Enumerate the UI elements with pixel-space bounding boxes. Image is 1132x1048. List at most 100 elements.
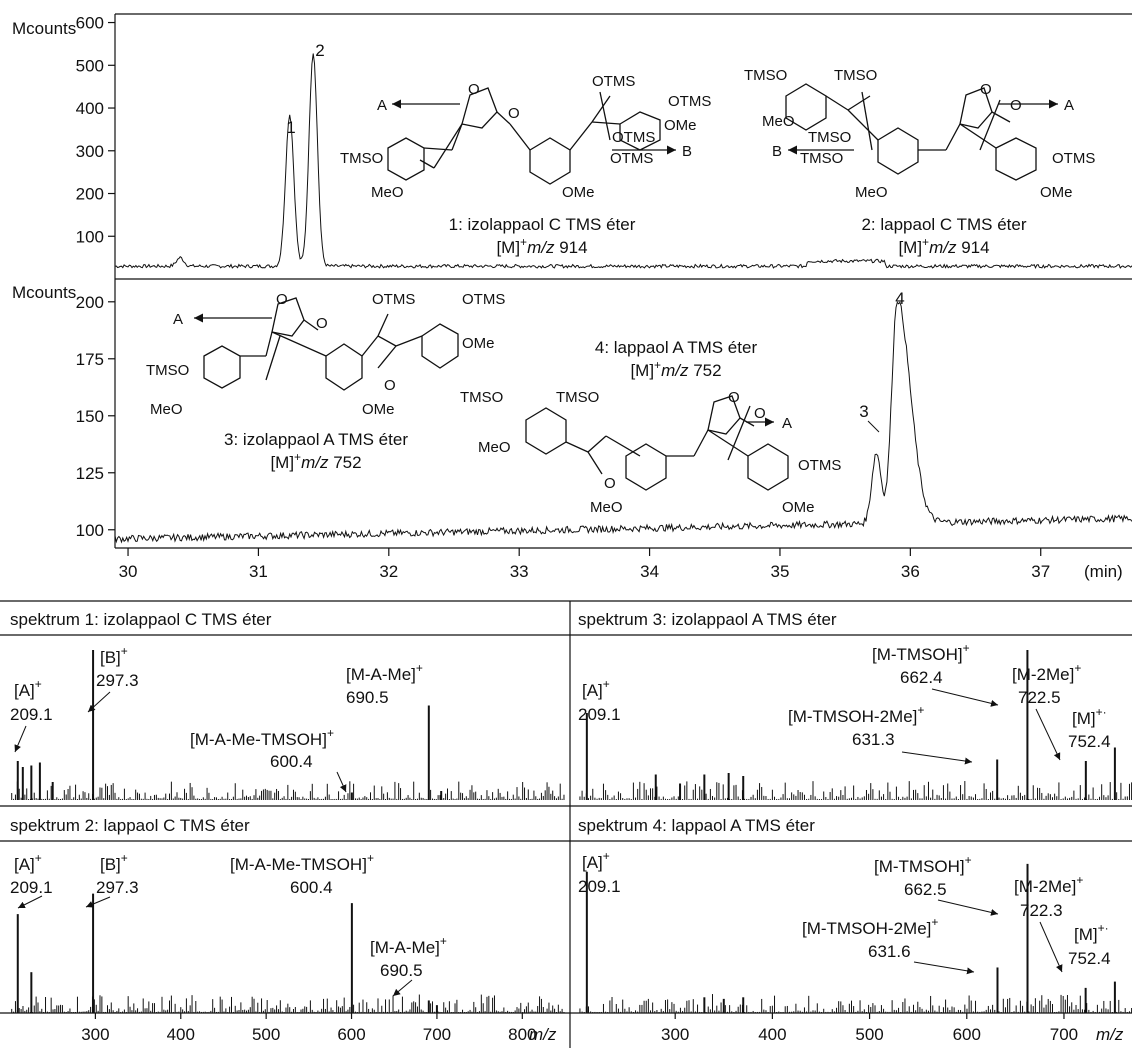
spectrum-xlabel: m/z [529,1025,557,1044]
svg-text:OMe: OMe [462,335,495,352]
structure-3-labels: A TMSO MeO O O OTMS OTMS OMe O OMe [146,291,505,418]
top-y-tick-label: 200 [76,185,104,204]
bottom-panel-y-ticks: 100 125 150 175 200 [76,293,115,540]
svg-text:[M]+m/z 752: [M]+m/z 752 [270,450,361,472]
svg-text:1: izolappaol C TMS éter: 1: izolappaol C TMS éter [449,215,636,234]
svg-text:A: A [377,97,387,114]
svg-text:[M]+m/z 914: [M]+m/z 914 [496,235,587,257]
top-y-tick-label: 500 [76,56,104,75]
svg-text:662.4: 662.4 [900,668,943,687]
x-tick-label: 34 [640,562,659,581]
svg-text:TMSO: TMSO [340,150,383,167]
svg-text:[M]+m/z 914: [M]+m/z 914 [898,235,989,257]
svg-text:662.5: 662.5 [904,880,947,899]
spectra-grid [0,600,1132,1048]
bottom-y-tick-label: 100 [76,521,104,540]
svg-text:OMe: OMe [1040,184,1073,201]
spectrum-1-peaks [11,650,565,800]
svg-text:A: A [1064,97,1074,114]
peak-3-leader [867,420,880,433]
svg-text:[M-TMSOH-2Me]+: [M-TMSOH-2Me]+ [788,703,924,726]
svg-text:OTMS: OTMS [798,457,841,474]
bottom-panel-ylabel: Mcounts [12,283,76,302]
structure-4-labels: TMSO TMSO MeO O MeO O O A OTMS OMe [460,389,841,516]
svg-text:722.3: 722.3 [1020,901,1063,920]
svg-text:B: B [682,143,692,160]
x-tick-label: 37 [1031,562,1050,581]
spectrum-1-annotations: [A]+ 209.1 [B]+ 297.3 [M-A-Me-TMSOH]+ 60… [10,644,423,793]
chromatogram-x-ticks: 30 31 32 33 34 35 36 37 [119,548,1050,581]
svg-text:752.4: 752.4 [1068,949,1111,968]
svg-text:TMSO: TMSO [146,362,189,379]
spectrum-2-peaks [11,893,565,1013]
x-tick-label: 35 [771,562,790,581]
svg-text:O: O [754,405,766,422]
svg-text:[M]+m/z 752: [M]+m/z 752 [630,358,721,380]
svg-text:O: O [604,475,616,492]
svg-text:[A]+: [A]+ [14,677,42,700]
svg-text:TMSO: TMSO [808,129,851,146]
svg-text:[B]+: [B]+ [100,851,128,874]
spectrum-x-tick-label: 400 [167,1025,195,1044]
svg-text:O: O [316,315,328,332]
spectrum-1-title: spektrum 1: izolappaol C TMS éter [10,610,272,629]
svg-text:4: lappaol A TMS éter: 4: lappaol A TMS éter [595,338,758,357]
svg-text:209.1: 209.1 [10,878,53,897]
svg-text:[M-TMSOH]+: [M-TMSOH]+ [872,641,970,664]
structure-3 [194,297,459,391]
spectrum-4-annotations: [A]+ 209.1 [M-TMSOH]+ 662.5 [M-2Me]+ 722… [578,849,1111,975]
compound-caption-2: 2: lappaol C TMS éter [M]+m/z 914 [861,215,1026,257]
spectrum-x-tick-label: 400 [758,1025,786,1044]
svg-text:[A]+: [A]+ [582,677,610,700]
spectrum-3-title: spektrum 3: izolappaol A TMS éter [578,610,837,629]
bottom-y-tick-label: 175 [76,350,104,369]
svg-text:OMe: OMe [664,117,697,134]
top-y-tick-label: 100 [76,227,104,246]
svg-text:3: izolappaol A TMS éter: 3: izolappaol A TMS éter [224,430,408,449]
spectrum-x-tick-label: 300 [661,1025,689,1044]
peak-label-2: 2 [315,41,324,60]
svg-text:OMe: OMe [782,499,815,516]
structure-4 [525,395,789,491]
svg-text:209.1: 209.1 [578,877,621,896]
spectrum-2-title: spektrum 2: lappaol C TMS éter [10,816,250,835]
spectrum-x-tick-label: 700 [423,1025,451,1044]
bottom-y-tick-label: 200 [76,293,104,312]
svg-text:MeO: MeO [855,184,888,201]
peak-label-3: 3 [859,402,868,421]
svg-text:[M-2Me]+: [M-2Me]+ [1012,661,1081,684]
peak-label-4: 4 [895,289,904,308]
svg-text:OTMS: OTMS [372,291,415,308]
svg-text:OTMS: OTMS [612,129,655,146]
bottom-y-tick-label: 125 [76,464,104,483]
svg-text:MeO: MeO [762,113,795,130]
svg-text:[M-TMSOH-2Me]+: [M-TMSOH-2Me]+ [802,915,938,938]
spectrum-4-peaks [579,863,1132,1013]
svg-text:B: B [772,143,782,160]
svg-text:752.4: 752.4 [1068,732,1111,751]
svg-text:[M-A-Me]+: [M-A-Me]+ [370,934,447,957]
top-y-tick-label: 400 [76,99,104,118]
svg-text:2: lappaol C TMS éter: 2: lappaol C TMS éter [861,215,1026,234]
svg-text:209.1: 209.1 [10,705,53,724]
bottom-panel-trace [114,301,1132,544]
svg-text:[A]+: [A]+ [14,851,42,874]
svg-text:631.3: 631.3 [852,730,895,749]
svg-text:OTMS: OTMS [1052,150,1095,167]
svg-text:MeO: MeO [590,499,623,516]
top-panel-trace [114,53,1132,270]
structure-1 [387,87,676,185]
structure-2-labels: TMSO TMSO MeO TMSO B TMSO MeO O O A OTMS… [744,67,1095,201]
svg-text:A: A [173,311,183,328]
svg-text:TMSO: TMSO [556,389,599,406]
svg-text:[M]+·: [M]+· [1072,705,1107,728]
svg-text:TMSO: TMSO [834,67,877,84]
peak-label-1: 1 [286,118,295,137]
svg-text:297.3: 297.3 [96,671,139,690]
svg-text:[B]+: [B]+ [100,644,128,667]
spectrum-x-tick-label: 600 [337,1025,365,1044]
svg-text:297.3: 297.3 [96,878,139,897]
svg-text:MeO: MeO [150,401,183,418]
svg-text:209.1: 209.1 [578,705,621,724]
svg-text:O: O [728,389,740,406]
